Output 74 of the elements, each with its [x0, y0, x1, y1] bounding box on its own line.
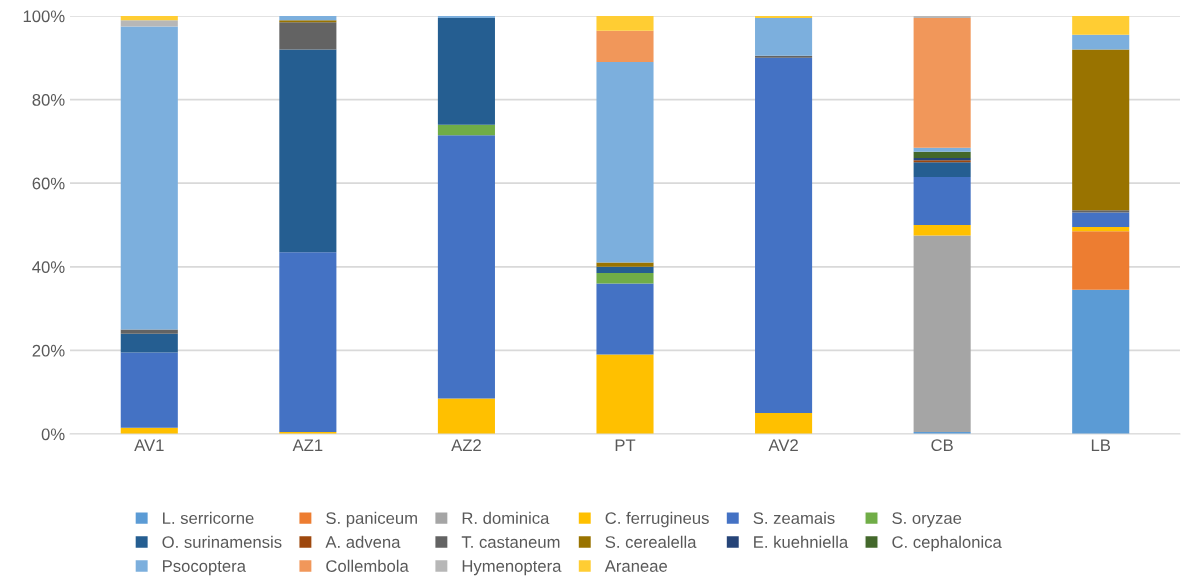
y-tick-label: 60% [32, 177, 65, 190]
x-tick-label: AV2 [768, 439, 798, 451]
bar [913, 162, 971, 177]
bar [755, 57, 813, 414]
bar [913, 225, 971, 236]
bar [120, 16, 178, 21]
y-tick-label: 40% [32, 261, 65, 273]
bar [913, 147, 971, 152]
bar [1072, 210, 1130, 213]
bar [1072, 16, 1130, 35]
bar [279, 16, 337, 21]
bar [596, 262, 654, 267]
bar [755, 413, 813, 434]
bar [279, 252, 337, 432]
y-tick-label: 100% [23, 10, 65, 23]
legend-label: Psocoptera [163, 560, 246, 576]
legend-label: S. zeamais [753, 511, 835, 525]
bar [437, 135, 495, 399]
legend-label: R. dominica [462, 511, 550, 525]
legend-label: Hymenoptera [462, 560, 562, 576]
bar [1072, 212, 1130, 228]
y-tick-label: 80% [32, 94, 65, 106]
bar [120, 333, 178, 353]
legend-label: O. surinamensis [162, 535, 282, 548]
bar [437, 16, 495, 19]
y-tick-label: 20% [32, 344, 65, 357]
bar [120, 352, 178, 428]
bar [913, 235, 971, 432]
x-tick-label: AV1 [134, 439, 164, 451]
bar [120, 26, 178, 330]
bar [279, 22, 337, 50]
bar [279, 20, 337, 23]
bar [755, 18, 813, 56]
legend-label: S. cerealella [605, 535, 697, 548]
bar [279, 49, 337, 253]
bar [120, 20, 178, 27]
bar [755, 55, 813, 58]
bar [755, 16, 813, 19]
bar [596, 61, 654, 263]
y-tick-label: 0% [41, 428, 65, 441]
bar [1072, 289, 1130, 434]
legend-label: L. serricorne [163, 511, 254, 525]
legend-label: T. castaneum [461, 536, 560, 548]
x-tick-label: LB [1091, 439, 1111, 451]
x-tick-label: PT [615, 439, 636, 451]
x-tick-label: AZ2 [451, 439, 481, 451]
legend-label: S. oryzae [892, 512, 962, 528]
legend-label: S. paniceum [326, 511, 417, 528]
legend-label: C. ferrugineus [605, 511, 709, 528]
legend-label: E. kuehniella [754, 535, 849, 548]
bar [596, 266, 654, 274]
bar [913, 18, 971, 148]
bar [596, 16, 654, 31]
bar [913, 176, 971, 225]
bar [120, 329, 178, 334]
x-tick-label: AZ1 [292, 439, 323, 451]
legend-label: A. advena [325, 535, 401, 548]
legend-label: C. cephalonica [892, 535, 1002, 552]
legend-label: Collembola [326, 559, 409, 572]
bar [437, 124, 495, 136]
bar [596, 354, 654, 434]
bar [596, 273, 654, 284]
bar [437, 398, 495, 434]
bar [913, 16, 971, 19]
bar [1072, 49, 1130, 211]
bar [1072, 231, 1130, 290]
legend-label: Araneae [604, 560, 668, 572]
bar [1072, 34, 1130, 50]
bar [437, 18, 495, 125]
bar [596, 283, 654, 355]
bar [1072, 227, 1130, 232]
x-tick-label: CB [931, 439, 953, 452]
bar [596, 30, 654, 62]
bar [913, 151, 971, 159]
